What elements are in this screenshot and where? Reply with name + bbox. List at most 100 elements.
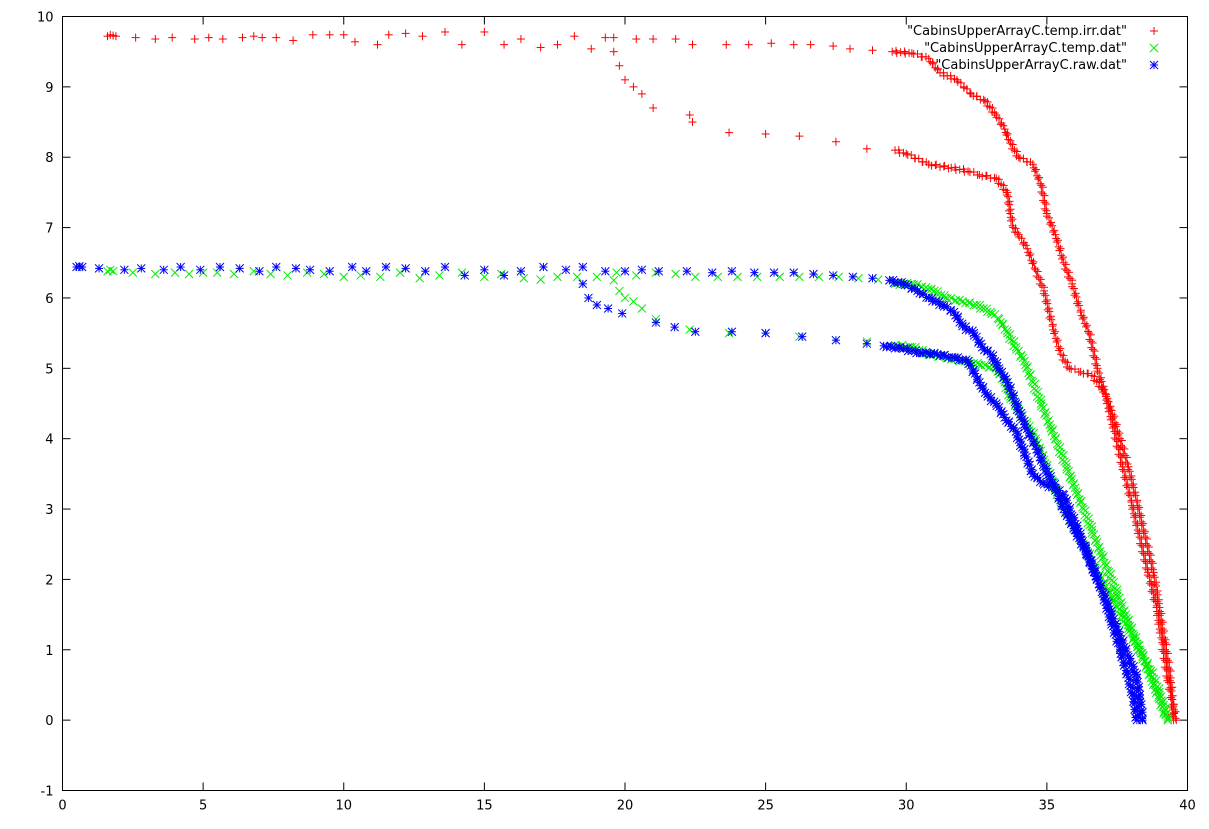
data-point — [1025, 371, 1035, 381]
data-point — [1054, 342, 1063, 351]
data-point — [1160, 633, 1169, 642]
data-point — [1133, 505, 1142, 514]
data-point — [457, 40, 466, 49]
data-point — [1051, 327, 1060, 336]
data-point — [289, 36, 298, 45]
legend: "CabinsUpperArrayC.temp.irr.dat" "CabinsU… — [907, 24, 1159, 73]
data-point — [1064, 268, 1073, 277]
data-point — [1076, 308, 1085, 317]
data-point — [1070, 291, 1079, 300]
data-point — [1003, 198, 1012, 207]
data-point — [990, 173, 999, 182]
data-point — [931, 161, 940, 170]
data-point — [1112, 420, 1121, 429]
data-point — [1084, 369, 1093, 378]
data-point — [1056, 344, 1065, 353]
data-point — [519, 273, 529, 283]
data-point — [936, 290, 946, 300]
data-point — [1116, 441, 1125, 450]
data-point — [1049, 325, 1058, 334]
data-point — [584, 293, 593, 303]
data-point — [1072, 490, 1082, 500]
legend-label: "CabinsUpperArrayC.temp.dat" — [924, 41, 1127, 56]
data-point — [1155, 687, 1164, 697]
data-point — [1153, 590, 1162, 599]
data-point — [108, 266, 118, 276]
data-point — [1050, 329, 1059, 338]
y-tick-label: 3 — [45, 503, 53, 518]
data-point — [769, 268, 779, 277]
data-point — [1072, 292, 1081, 301]
data-point — [1036, 399, 1046, 408]
data-point — [238, 33, 247, 42]
data-point — [1095, 368, 1104, 377]
data-point — [1087, 525, 1097, 535]
data-point — [1064, 272, 1073, 281]
data-point — [1085, 335, 1094, 344]
data-point — [854, 273, 863, 283]
data-point — [339, 30, 348, 39]
data-point — [131, 33, 140, 42]
data-point — [375, 272, 385, 282]
data-point — [888, 47, 897, 56]
data-point — [1080, 319, 1089, 328]
data-point — [620, 293, 630, 303]
data-point — [1033, 267, 1042, 276]
data-point — [649, 35, 658, 44]
data-point — [1150, 580, 1159, 589]
data-point — [168, 33, 177, 42]
data-point — [1013, 428, 1023, 438]
data-point — [1031, 165, 1040, 174]
data-point — [965, 298, 975, 307]
data-point — [601, 33, 610, 42]
data-point — [249, 32, 258, 41]
data-point — [962, 84, 971, 93]
data-point — [1163, 649, 1172, 658]
data-point — [671, 269, 680, 279]
data-point — [1093, 367, 1102, 376]
data-point — [1061, 260, 1070, 269]
x-tick-label: 35 — [1039, 799, 1056, 814]
legend-label: "CabinsUpperArrayC.raw.dat" — [935, 58, 1127, 73]
data-point — [1150, 573, 1159, 582]
data-point — [1071, 289, 1080, 298]
data-point — [1014, 346, 1024, 356]
data-point — [1001, 374, 1011, 384]
data-point — [1169, 700, 1178, 709]
data-point — [1007, 335, 1017, 345]
data-point — [1132, 715, 1142, 725]
data-point — [381, 262, 391, 272]
data-point — [291, 264, 301, 273]
data-point — [1014, 153, 1023, 162]
data-point — [1011, 342, 1021, 352]
legend-marker — [1149, 43, 1159, 53]
data-point — [1109, 413, 1118, 422]
data-point — [902, 149, 911, 158]
data-point — [1013, 228, 1022, 237]
x-tick-label: 20 — [617, 799, 634, 814]
data-point — [1162, 647, 1171, 656]
data-point — [1042, 212, 1051, 221]
data-point — [266, 269, 275, 279]
data-point — [1131, 636, 1140, 646]
data-point — [761, 130, 770, 139]
data-point — [1166, 693, 1175, 702]
data-point — [215, 262, 225, 272]
data-point — [271, 262, 281, 272]
data-point — [1063, 358, 1072, 367]
data-point — [435, 271, 444, 280]
data-point — [651, 318, 661, 327]
data-point — [272, 33, 281, 42]
data-point — [195, 265, 205, 275]
x-tick-label: 0 — [58, 799, 66, 814]
data-point — [190, 35, 199, 44]
data-point — [499, 271, 509, 280]
data-point — [1098, 384, 1107, 393]
data-point — [1161, 638, 1169, 647]
data-point — [1048, 322, 1057, 331]
data-point — [750, 268, 759, 277]
data-point — [1163, 713, 1173, 723]
y-tick-label: 0 — [45, 714, 53, 729]
data-point — [1141, 539, 1150, 548]
data-point — [184, 269, 194, 279]
